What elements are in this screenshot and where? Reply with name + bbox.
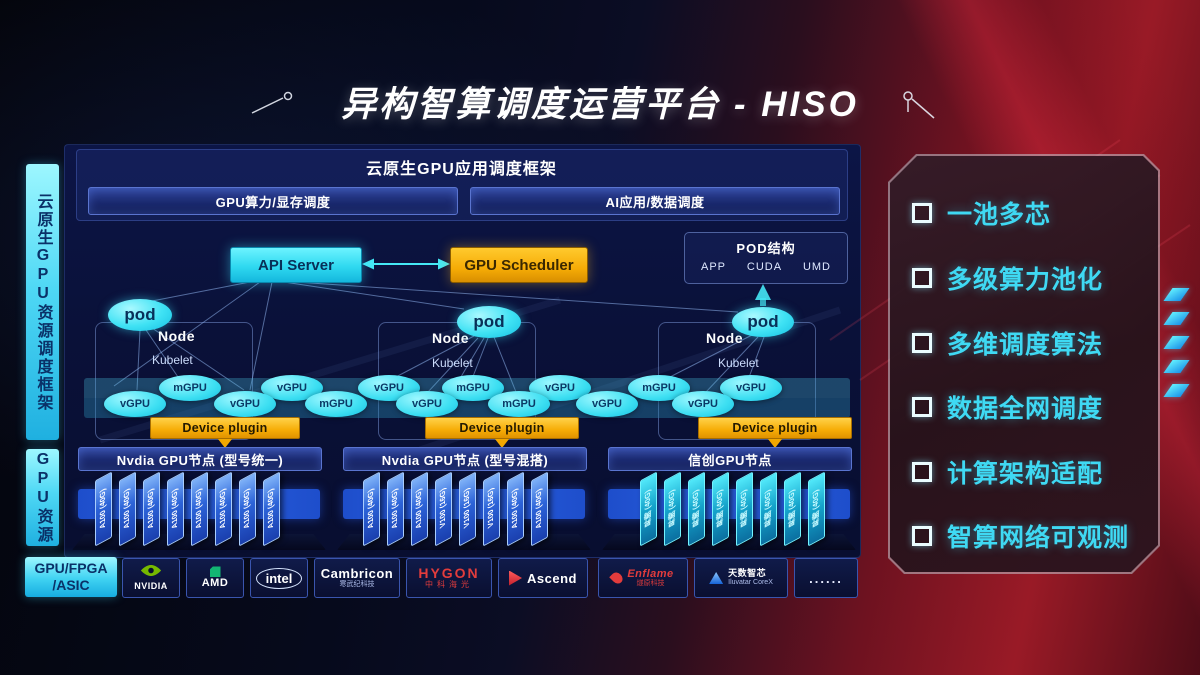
feature-item: 多维调度算法 xyxy=(912,326,1103,360)
gpu-card: A100 (40G) xyxy=(363,471,380,547)
sidebar-label-scheduling-framework: 云原生GPU资源调度框架 xyxy=(26,164,59,440)
device-plugin-tag: Device plugin xyxy=(425,417,579,448)
gpu-card: A100 (40G) xyxy=(143,471,160,547)
feature-item: 数据全网调度 xyxy=(912,390,1103,424)
gpu-card: A100 (40G) xyxy=(95,471,112,547)
vendor-ascend: Ascend xyxy=(498,558,588,598)
device-plugin-tag: Device plugin xyxy=(150,417,300,448)
gpu-scheduler-box: GPU Scheduler xyxy=(450,247,588,283)
gpu-card: A100 (40G) xyxy=(387,471,404,547)
kubelet-label: Kubelet xyxy=(432,356,473,370)
hazard-stripe-icon xyxy=(1163,360,1190,373)
page-title: 异构智算调度运营平台 - HISO xyxy=(341,85,859,124)
gpu-card: A100 (40G) xyxy=(191,471,208,547)
amd-logo-icon xyxy=(209,566,221,578)
hazard-stripe-icon xyxy=(1163,312,1190,325)
pod-layer-app: APP xyxy=(701,261,727,273)
enflame-logo-icon xyxy=(609,570,626,586)
pod-structure-title: POD结构 xyxy=(736,241,796,256)
gpu-card: 昇腾 (40G) xyxy=(688,471,705,547)
square-bullet-icon xyxy=(912,268,932,288)
feature-item: 多级算力池化 xyxy=(912,261,1103,295)
feature-item: 智算网络可观测 xyxy=(912,519,1129,553)
pod-layer-cuda: CUDA xyxy=(746,261,783,273)
hazard-stripe-icon xyxy=(1163,384,1190,397)
gpu-card: A100 (40G) xyxy=(215,471,232,547)
gpu-ellipse: vGPU xyxy=(396,391,458,417)
feature-item: 一池多芯 xyxy=(912,196,1051,230)
device-plugin-tag: Device plugin xyxy=(698,417,852,448)
kubelet-label: Kubelet xyxy=(152,353,193,367)
gpu-card: A100 (40G) xyxy=(119,471,136,547)
pod-ellipse: pod xyxy=(108,299,172,331)
vendor-hygon: HYGON 中科海光 xyxy=(406,558,492,598)
vendor-more: ...... xyxy=(794,558,858,598)
gpu-ellipse: vGPU xyxy=(720,375,782,401)
node-box-1 xyxy=(95,322,253,440)
hazard-stripe-icon xyxy=(1163,288,1190,301)
square-bullet-icon xyxy=(912,462,932,482)
gpu-ellipse: vGPU xyxy=(214,391,276,417)
pod-layer-umd: UMD xyxy=(802,261,831,273)
hazard-stripe-icon xyxy=(1163,336,1190,349)
features-panel xyxy=(888,154,1160,574)
hardware-types-label: GPU/FPGA /ASIC xyxy=(25,557,117,597)
gpu-card: V100 (16G) xyxy=(459,471,476,547)
gpu-card: 昇腾 (40G) xyxy=(712,471,729,547)
gpu-ellipse: vGPU xyxy=(104,391,166,417)
kubelet-label: Kubelet xyxy=(718,356,759,370)
gpu-node-header-xinchuang: 信创GPU节点 xyxy=(608,447,852,471)
vendor-cambricon: Cambricon 寒武纪科技 xyxy=(314,558,400,598)
square-bullet-icon xyxy=(912,397,932,417)
ascend-logo-icon xyxy=(509,570,523,586)
square-bullet-icon xyxy=(912,203,932,223)
node-label: Node xyxy=(706,330,743,346)
vendor-intel: intel xyxy=(250,558,308,598)
api-server-box: API Server xyxy=(230,247,362,283)
gpu-card: 昇腾 (40G) xyxy=(640,471,657,547)
node-label: Node xyxy=(158,328,195,344)
nvidia-logo-icon xyxy=(140,564,162,582)
iluvatar-logo-icon xyxy=(709,572,724,584)
gpu-card: A100 (40G) xyxy=(239,471,256,547)
pod-ellipse: pod xyxy=(732,307,794,337)
vendor-iluvatar: 天数智芯 Iluvatar CoreX xyxy=(694,558,788,598)
gpu-ellipse: mGPU xyxy=(305,391,367,417)
gpu-card: A100 (40G) xyxy=(507,471,524,547)
gpu-card: 昇腾 (40G) xyxy=(736,471,753,547)
pod-structure-box: POD结构 APP CUDA UMD xyxy=(684,232,848,284)
vendor-amd: AMD xyxy=(186,558,244,598)
gpu-card: A100 (40G) xyxy=(263,471,280,547)
vendor-nvidia: NVIDIA xyxy=(122,558,180,598)
gpu-card: V100 (16G) xyxy=(483,471,500,547)
gpu-ellipse: mGPU xyxy=(488,391,550,417)
square-bullet-icon xyxy=(912,526,932,546)
sidebar-label-gpu-resources: GPU资源 xyxy=(26,449,59,546)
gpu-ellipse: vGPU xyxy=(576,391,638,417)
gpu-card: 昇腾 (40G) xyxy=(808,471,825,547)
framework-header: 云原生GPU应用调度框架 xyxy=(366,161,557,178)
intel-logo-icon: intel xyxy=(255,567,303,589)
gpu-node-header-uniform: Nvdia GPU节点 (型号统一) xyxy=(78,447,322,471)
feature-item: 计算架构适配 xyxy=(912,455,1103,489)
gpu-card: 昇腾 (40G) xyxy=(784,471,801,547)
bar-ai-data-scheduling: AI应用/数据调度 xyxy=(470,187,840,215)
gpu-ellipse: mGPU xyxy=(159,375,221,401)
vendor-enflame: Enflame 燧原科技 xyxy=(598,558,688,598)
gpu-card: A100 (40G) xyxy=(411,471,428,547)
gpu-card: A100 (40G) xyxy=(531,471,548,547)
gpu-node-header-mixed: Nvdia GPU节点 (型号混搭) xyxy=(343,447,587,471)
square-bullet-icon xyxy=(912,333,932,353)
gpu-ellipse: vGPU xyxy=(672,391,734,417)
node-label: Node xyxy=(432,330,469,346)
gpu-card: A100 (40G) xyxy=(167,471,184,547)
gpu-card: V100 (16G) xyxy=(435,471,452,547)
gpu-card: 昇腾 (40G) xyxy=(760,471,777,547)
pod-ellipse: pod xyxy=(457,306,521,338)
bar-gpu-compute-scheduling: GPU算力/显存调度 xyxy=(88,187,458,215)
gpu-card: 昇腾 (40G) xyxy=(664,471,681,547)
